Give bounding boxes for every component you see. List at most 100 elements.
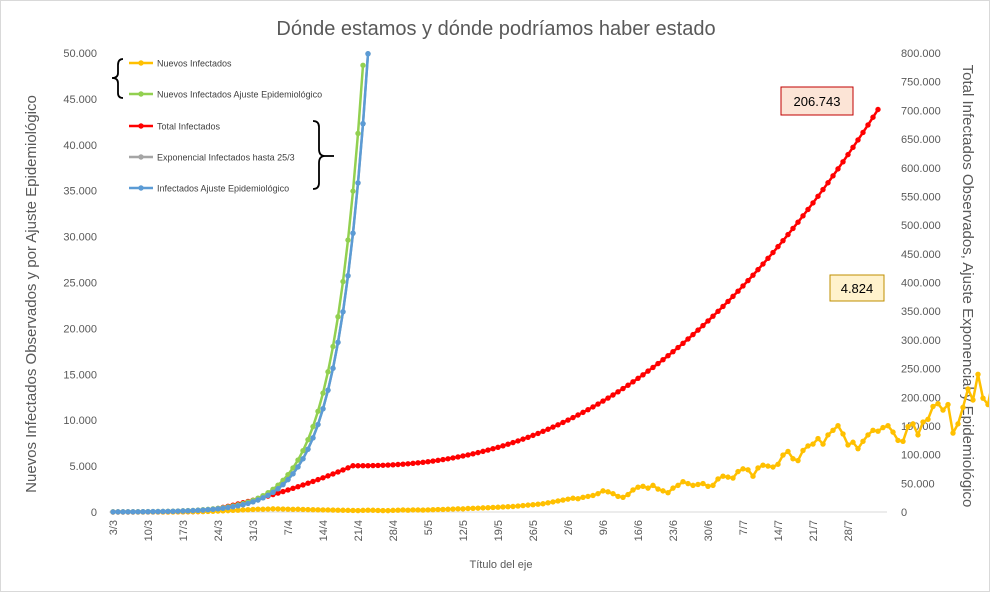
data-point — [125, 509, 131, 515]
data-point — [260, 506, 266, 512]
y-tick-label-left: 25.000 — [63, 278, 97, 290]
data-point — [865, 122, 871, 128]
data-point — [430, 458, 436, 464]
data-point — [340, 467, 346, 473]
data-point — [285, 506, 291, 512]
data-point — [245, 507, 251, 513]
data-point — [245, 500, 251, 507]
data-point — [250, 499, 256, 505]
data-point — [300, 506, 306, 513]
data-point — [720, 303, 726, 310]
data-point — [545, 500, 551, 506]
data-point — [875, 106, 881, 113]
data-point — [860, 438, 866, 445]
data-point — [140, 509, 146, 515]
data-point — [280, 506, 286, 512]
data-point — [565, 496, 571, 502]
legend-entry: Total Infectados — [129, 122, 221, 132]
data-point — [440, 506, 446, 513]
data-point — [145, 508, 151, 515]
y-tick-label-left: 10.000 — [63, 415, 97, 427]
data-point — [345, 237, 351, 243]
data-point — [695, 327, 701, 333]
x-tick-label: 24/3 — [213, 520, 225, 541]
legend-entry: Nuevos Infectados — [129, 59, 232, 69]
data-point — [545, 426, 551, 432]
data-point — [830, 427, 836, 433]
series-line — [112, 108, 880, 514]
data-point — [305, 480, 311, 486]
legend-swatch-marker — [138, 60, 144, 66]
x-axis-title: Título del eje — [470, 559, 533, 571]
data-point — [670, 348, 676, 355]
data-point — [530, 501, 536, 508]
data-point — [320, 406, 326, 412]
data-point — [305, 436, 311, 443]
x-tick-label: 14/7 — [773, 520, 785, 541]
data-point — [600, 488, 606, 494]
data-point — [780, 237, 786, 244]
y-tick-label-left: 15.000 — [63, 369, 97, 381]
data-point — [205, 507, 211, 513]
data-point — [580, 494, 586, 501]
data-point — [265, 506, 271, 512]
data-point — [480, 505, 486, 511]
data-point — [305, 446, 311, 452]
data-point — [730, 293, 736, 300]
x-tick-label: 28/4 — [388, 520, 400, 541]
y-tick-label-right: 250.000 — [901, 364, 941, 376]
data-point — [620, 385, 626, 392]
data-point — [830, 173, 836, 179]
data-point — [835, 423, 841, 429]
data-point — [660, 488, 666, 494]
legend-swatch-marker — [138, 185, 144, 191]
data-point — [380, 462, 386, 468]
data-point — [495, 444, 501, 450]
data-point — [550, 499, 556, 505]
data-point — [335, 339, 341, 346]
x-tick-label: 23/6 — [668, 520, 680, 541]
data-point — [595, 490, 601, 497]
data-point — [705, 483, 711, 489]
x-tick-label: 16/6 — [633, 520, 645, 541]
data-point — [730, 475, 736, 481]
data-point — [300, 482, 306, 488]
data-point — [350, 507, 356, 514]
data-point — [610, 490, 616, 497]
data-point — [825, 432, 831, 438]
data-point — [505, 441, 511, 447]
legend-bracket-left-axis — [111, 58, 124, 99]
data-point — [970, 397, 976, 403]
data-point — [740, 283, 746, 289]
data-point — [580, 409, 586, 416]
data-point — [490, 504, 496, 511]
data-point — [355, 130, 361, 137]
data-point — [770, 464, 776, 470]
data-point — [285, 476, 291, 483]
data-point — [415, 460, 421, 466]
data-point — [885, 423, 891, 429]
data-point — [890, 429, 896, 435]
data-point — [515, 503, 521, 509]
series-line — [112, 53, 370, 514]
legend-label: Nuevos Infectados — [157, 59, 232, 69]
data-point — [840, 431, 846, 437]
y-tick-label-right: 450.000 — [901, 249, 941, 261]
data-point — [225, 504, 231, 511]
data-point — [300, 447, 306, 454]
data-point — [395, 507, 401, 513]
data-point — [350, 230, 356, 236]
data-point — [940, 407, 946, 413]
data-point — [430, 507, 436, 513]
data-point — [680, 479, 686, 485]
data-point — [780, 452, 786, 458]
data-point — [645, 485, 651, 491]
data-point — [840, 159, 846, 165]
data-point — [330, 471, 336, 477]
data-point — [985, 401, 990, 408]
legend-label: Total Infectados — [157, 122, 221, 132]
data-point — [750, 272, 756, 278]
data-point — [375, 507, 381, 514]
series-exponencial-infectados-hasta-25-3 — [110, 51, 371, 515]
x-tick-label: 2/6 — [563, 520, 575, 535]
